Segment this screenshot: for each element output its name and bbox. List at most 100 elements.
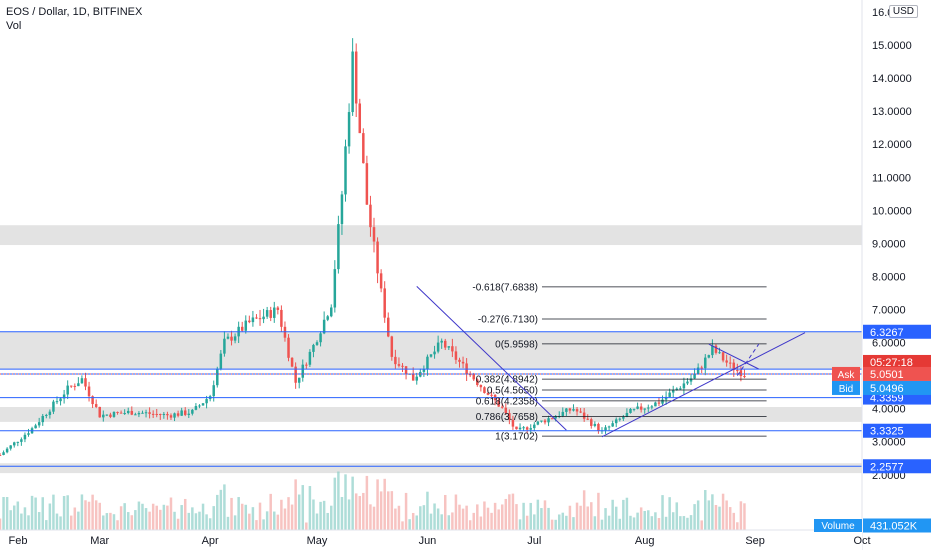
candle-body (37, 422, 41, 426)
candle-body (354, 51, 358, 104)
volume-bar (187, 512, 191, 530)
volume-bar (105, 513, 109, 530)
candle-body (654, 402, 657, 407)
fib-label-5: 0.618(4.2358) (476, 396, 538, 407)
volume-bar (426, 491, 429, 530)
volume-bar (419, 506, 422, 530)
volume-bar (404, 492, 408, 530)
candle-body (198, 405, 201, 407)
candle-body (451, 346, 454, 352)
candle-body (579, 411, 582, 413)
volume-bar (354, 493, 358, 530)
candle-body (265, 310, 269, 317)
volume-bar (315, 513, 319, 530)
candle-body (525, 427, 529, 430)
volume-bar (41, 497, 44, 530)
candle-body (226, 336, 230, 339)
volume-bar (461, 508, 465, 530)
volume-bar (52, 494, 55, 530)
candle-body (629, 408, 632, 413)
candle-body (693, 374, 696, 379)
zone-1 (0, 331, 862, 369)
volume-bar (714, 505, 718, 530)
volume-bar (650, 516, 654, 530)
candle-body (732, 362, 736, 371)
candle-body (77, 383, 80, 387)
candle-body (16, 441, 20, 443)
volume-bar (411, 512, 415, 530)
candle-body (55, 401, 59, 403)
candle-body (69, 385, 73, 387)
y-tick-label-6: 10.0000 (872, 205, 912, 217)
volume-bar (91, 494, 94, 530)
candle-body (27, 433, 30, 435)
candle-body (66, 385, 69, 395)
candle-body (301, 364, 305, 378)
candle-body (397, 364, 401, 366)
volume-bar (333, 477, 337, 530)
candle-body (94, 404, 98, 407)
x-tick-label-2: Apr (202, 535, 219, 547)
volume-bar (483, 501, 486, 530)
volume-bar (269, 493, 272, 530)
candle-body (219, 353, 223, 369)
candle-body (739, 370, 743, 377)
volume-bar (59, 516, 62, 530)
candle-body (604, 427, 607, 431)
volume-bar (84, 500, 87, 530)
volume-bar (447, 515, 451, 530)
bid-price-tag-bg (863, 380, 931, 395)
volume-bar (664, 516, 668, 530)
fibonacci-retracement[interactable]: -0.618(7.6838) -0.27(6.7130) 0(5.9598) 0.38… (472, 282, 767, 443)
volume-bar (568, 505, 572, 530)
volume-bar (593, 516, 597, 530)
candle-body (743, 376, 746, 378)
volume-bar (686, 517, 689, 530)
candle-body (736, 370, 739, 372)
volume-bar (625, 497, 629, 530)
volume-bars (0, 471, 746, 530)
candle-body (337, 224, 340, 270)
volume-bar (468, 520, 472, 530)
candle-body (622, 417, 625, 419)
candle-body (290, 357, 294, 367)
volume-bar (45, 520, 48, 530)
currency-button[interactable]: USD (888, 5, 918, 18)
candle-body (151, 413, 155, 415)
candle-body (344, 146, 347, 195)
time-axis: Feb Mar Apr May Jun Jul Aug Sep Oct (0, 529, 871, 550)
volume-bar (497, 509, 500, 530)
trend-lines[interactable] (416, 286, 806, 438)
level-tag-0: 6.3267 (870, 327, 904, 339)
volume-bar (273, 511, 276, 530)
candle-body (647, 407, 650, 409)
candle-body (686, 381, 689, 384)
candle-body (244, 320, 248, 331)
volume-bar (557, 514, 561, 530)
volume-bar (290, 504, 294, 530)
candle-body (444, 340, 447, 348)
candle-body (144, 412, 148, 414)
candle-body (679, 388, 682, 390)
candle-body (554, 416, 557, 419)
volume-bar (13, 505, 16, 530)
volume-bar (397, 505, 401, 530)
volume-bar (351, 476, 354, 530)
candle-body (240, 326, 244, 331)
candle-body (387, 317, 390, 337)
candle-body (365, 163, 369, 205)
volume-bar (244, 504, 248, 530)
y-tick-label-1: 15.0000 (872, 40, 912, 52)
volume-bar (643, 510, 646, 530)
volume-bar (718, 506, 721, 530)
candle-body (176, 413, 180, 416)
volume-bar (230, 497, 233, 530)
volume-bar (550, 519, 554, 530)
candle-body (130, 410, 134, 415)
volume-bar (262, 519, 265, 530)
candle-body (454, 351, 458, 360)
candle-body (533, 424, 536, 429)
volume-bar (429, 513, 433, 530)
candle-body (650, 406, 654, 408)
